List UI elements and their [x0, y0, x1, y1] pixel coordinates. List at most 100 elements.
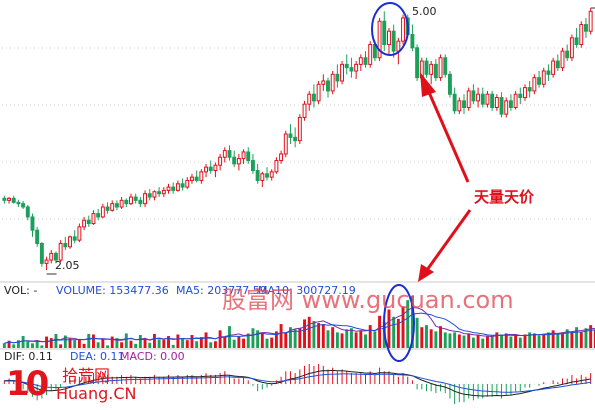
candle-body [124, 199, 129, 205]
candle-body [377, 20, 382, 59]
candle-body [49, 252, 54, 261]
volume-bar [546, 332, 550, 348]
candle-body [368, 43, 373, 65]
candle-body [16, 201, 21, 205]
volume-bar [162, 339, 166, 348]
candle-body [171, 186, 176, 191]
volume-bar [82, 343, 86, 348]
volume-bar [518, 337, 522, 348]
volume-bar [443, 332, 447, 348]
volume-bar [242, 338, 246, 348]
volume-bar [129, 340, 133, 348]
volume-bar [589, 325, 593, 348]
candle-body [391, 30, 396, 52]
volume-indicator-name: VOL: - [4, 284, 38, 297]
volume-bar [542, 334, 546, 348]
volume-bar [293, 329, 297, 348]
candle-body [279, 153, 284, 162]
volume-bar [171, 344, 175, 348]
candle-body [476, 93, 481, 102]
candle-body [105, 206, 110, 211]
candle-body [30, 216, 35, 231]
candle-body [410, 34, 415, 49]
candle-body [457, 100, 462, 112]
volume-bar [279, 324, 283, 348]
candle-body [396, 40, 401, 52]
volume-bar [387, 309, 391, 348]
candle-body [86, 219, 91, 225]
candle-body [269, 171, 274, 178]
candle-body [119, 199, 124, 208]
volume-bar [425, 325, 428, 348]
annotation-arrowhead-up [420, 72, 436, 97]
volume-bar [31, 343, 34, 348]
volume-bar [317, 323, 321, 348]
volume-bar [471, 337, 475, 348]
candle-body [560, 50, 565, 69]
volume-bar [110, 336, 114, 348]
volume-bar [195, 341, 199, 348]
candle-body [100, 206, 105, 218]
volume-bar [570, 331, 574, 348]
candle-body [340, 63, 345, 82]
candle-body [584, 24, 588, 32]
volume-bar [21, 336, 25, 348]
volume-bar [251, 328, 255, 348]
volume-bar [321, 324, 325, 348]
volume-bar [26, 341, 30, 348]
volume-bar [59, 344, 63, 348]
volume-bar [565, 329, 569, 348]
candle-body [490, 93, 495, 108]
logo-name-en: Huang.CN [56, 384, 137, 403]
volume-bar [528, 332, 532, 348]
candle-body [91, 213, 96, 225]
macd-dea-label: DEA: 0.11 [70, 350, 125, 363]
candle-body [471, 90, 476, 102]
candle-body [138, 199, 143, 205]
volume-bar [420, 327, 424, 348]
volume-bar [481, 338, 485, 348]
candle-body [129, 196, 133, 205]
volume-bar [504, 333, 508, 348]
candle-body [180, 183, 185, 188]
candle-body [53, 252, 58, 261]
candle-body [21, 203, 26, 208]
candle-body [72, 236, 77, 241]
candle-body [68, 236, 72, 248]
volume-bar [228, 326, 231, 348]
candle-body [246, 151, 251, 162]
candle-body [569, 37, 574, 59]
candle-body [7, 197, 11, 201]
candle-body [114, 203, 119, 208]
volume-bar [92, 334, 95, 348]
candle-body [438, 57, 443, 79]
volume-bar [218, 330, 222, 348]
volume-bar [289, 327, 292, 348]
annotation-arrow-down [425, 209, 472, 271]
volume-bar [523, 334, 527, 348]
volume-bar [77, 339, 81, 348]
candle-body [537, 77, 542, 85]
candle-body [508, 100, 513, 108]
volume-bar [500, 334, 503, 348]
candle-body [382, 20, 387, 45]
logo-mark: 10 [6, 364, 49, 404]
volume-bar [96, 342, 100, 348]
candle-body [147, 193, 152, 198]
candle-body [354, 63, 359, 72]
volume-bar [364, 334, 367, 348]
volume-bar [204, 332, 208, 348]
candle-body [551, 60, 556, 75]
high-price-label: 5.00 [412, 5, 437, 18]
candle-body [185, 179, 190, 188]
volume-bar [345, 329, 349, 348]
candle-body [241, 151, 246, 160]
candle-body [77, 226, 82, 241]
annotation-arrowhead-down [418, 264, 434, 282]
volume-bar [378, 315, 382, 348]
volume-bar [12, 344, 16, 348]
volume-bar [143, 338, 147, 348]
candle-body [218, 156, 223, 166]
candle-body [485, 93, 490, 105]
